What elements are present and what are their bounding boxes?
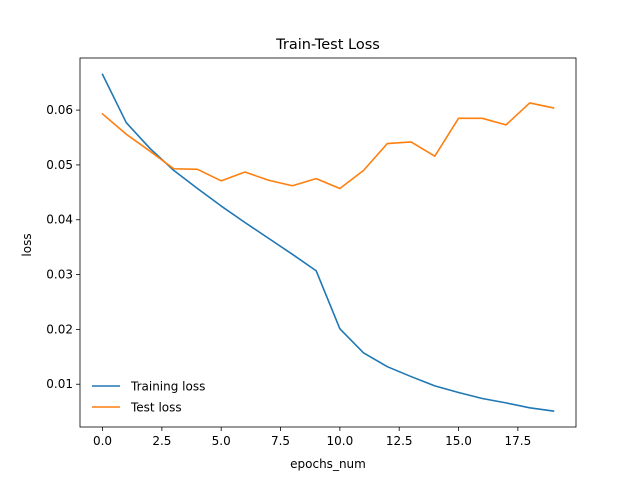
axes-frame: [79, 57, 577, 428]
x-tick-label: 12.5: [386, 434, 413, 448]
plot-area: 0.0 2.5 5.0 7.5 10.0 12.5 15.0 17.5 0.01 0.02 0.03…: [46, 57, 577, 448]
x-tick-label: 10.0: [327, 434, 354, 448]
x-axis-label: epochs_num: [290, 457, 366, 471]
x-tick-label: 0.0: [93, 434, 112, 448]
series-line-test-loss: [101, 102, 555, 190]
x-tick-label: 5.0: [212, 434, 231, 448]
x-tick-label: 15.0: [445, 434, 472, 448]
y-tick-label: 0.06: [46, 103, 73, 117]
series-line-training-loss: [101, 73, 555, 413]
legend-label: Training loss: [130, 380, 205, 394]
x-tick-label: 2.5: [152, 434, 171, 448]
y-tick-label: 0.05: [46, 158, 73, 172]
y-tick-label: 0.04: [46, 213, 73, 227]
y-tick-label: 0.02: [46, 322, 73, 336]
legend-label: Test loss: [130, 401, 182, 415]
y-axis-label: loss: [20, 233, 34, 256]
y-tick-label: 0.01: [46, 377, 73, 391]
chart-title: Train-Test Loss: [275, 37, 380, 53]
y-tick-label: 0.03: [46, 268, 73, 282]
x-tick-label: 17.5: [504, 434, 531, 448]
x-tick-label: 7.5: [271, 434, 290, 448]
